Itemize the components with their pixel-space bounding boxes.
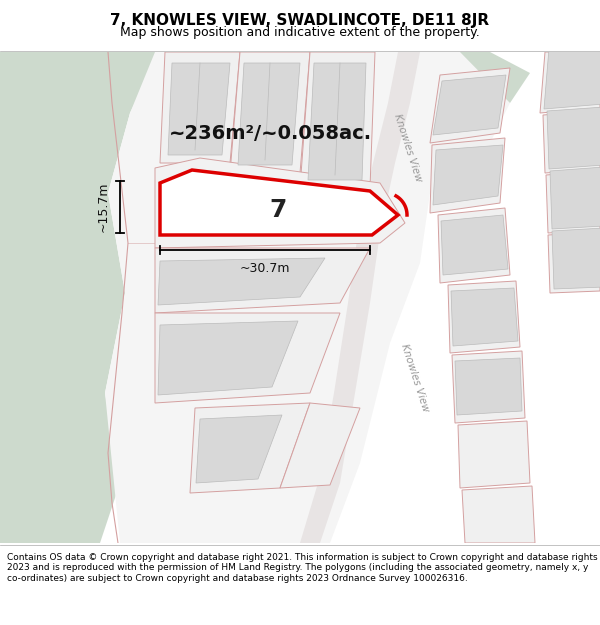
- Text: 7: 7: [269, 198, 287, 222]
- Polygon shape: [160, 170, 398, 235]
- Polygon shape: [300, 52, 375, 188]
- Text: Map shows position and indicative extent of the property.: Map shows position and indicative extent…: [120, 26, 480, 39]
- Polygon shape: [158, 258, 325, 305]
- Polygon shape: [548, 232, 600, 293]
- Polygon shape: [438, 208, 510, 283]
- Polygon shape: [160, 52, 240, 163]
- Polygon shape: [543, 111, 600, 173]
- Text: Knowles View: Knowles View: [399, 342, 431, 413]
- Polygon shape: [280, 403, 360, 488]
- Polygon shape: [441, 215, 508, 275]
- Polygon shape: [105, 52, 510, 543]
- Polygon shape: [547, 107, 600, 169]
- Polygon shape: [462, 486, 535, 543]
- Text: Knowles View: Knowles View: [392, 112, 424, 183]
- Polygon shape: [0, 52, 160, 543]
- Polygon shape: [190, 403, 310, 493]
- Text: 7, KNOWLES VIEW, SWADLINCOTE, DE11 8JR: 7, KNOWLES VIEW, SWADLINCOTE, DE11 8JR: [110, 13, 490, 28]
- Text: ~236m²/~0.058ac.: ~236m²/~0.058ac.: [169, 124, 371, 142]
- Polygon shape: [230, 52, 310, 173]
- Polygon shape: [430, 52, 530, 103]
- Polygon shape: [430, 138, 505, 213]
- Polygon shape: [550, 167, 600, 229]
- Text: ~15.7m: ~15.7m: [97, 182, 110, 232]
- Polygon shape: [155, 248, 370, 313]
- Polygon shape: [540, 52, 600, 113]
- Text: Contains OS data © Crown copyright and database right 2021. This information is : Contains OS data © Crown copyright and d…: [7, 553, 598, 582]
- Polygon shape: [433, 145, 503, 205]
- Polygon shape: [158, 321, 298, 395]
- Polygon shape: [458, 421, 530, 488]
- Polygon shape: [155, 313, 340, 403]
- Polygon shape: [120, 443, 175, 523]
- Polygon shape: [433, 75, 506, 135]
- Polygon shape: [452, 351, 525, 423]
- Polygon shape: [238, 63, 300, 165]
- Polygon shape: [546, 171, 600, 233]
- Polygon shape: [451, 288, 518, 346]
- Polygon shape: [430, 68, 510, 143]
- Polygon shape: [196, 415, 282, 483]
- Polygon shape: [544, 48, 600, 109]
- Text: ~30.7m: ~30.7m: [240, 262, 290, 275]
- Polygon shape: [552, 228, 600, 289]
- Polygon shape: [308, 63, 366, 180]
- Polygon shape: [155, 158, 405, 248]
- Polygon shape: [448, 281, 520, 353]
- Polygon shape: [455, 358, 522, 415]
- Polygon shape: [300, 52, 420, 543]
- Polygon shape: [168, 63, 230, 155]
